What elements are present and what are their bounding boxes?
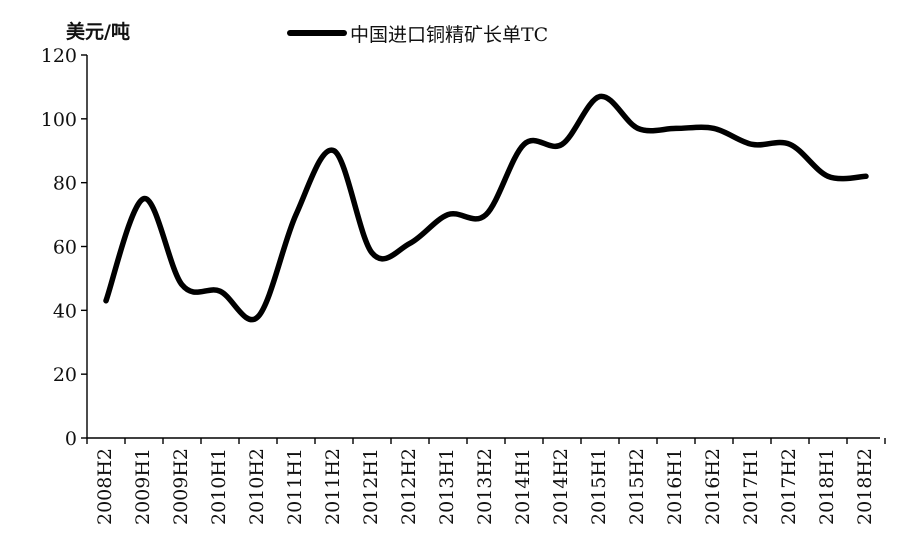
legend-label: 中国进口铜精矿长单TC — [350, 24, 548, 46]
y-tick-label: 40 — [53, 300, 77, 322]
x-tick-labels: 2008H2 2009H1 2009H2 2010H1 2010H2 2011H1 2011… — [94, 448, 876, 525]
x-tick-label: 2015H1 — [588, 448, 610, 525]
x-tick-label: 2017H2 — [778, 448, 800, 525]
x-tick-label: 2009H2 — [170, 448, 192, 525]
x-tick-label: 2013H2 — [474, 448, 496, 525]
legend: 中国进口铜精矿长单TC — [287, 24, 548, 46]
series-lines — [103, 93, 869, 323]
x-tick-label: 2014H2 — [550, 448, 572, 525]
y-tick-label: 120 — [41, 45, 77, 67]
y-tick-label: 100 — [41, 109, 77, 131]
y-tick-labels: 0 20 40 60 80 100 120 — [41, 45, 77, 450]
axes — [81, 54, 886, 444]
x-tick-label: 2014H1 — [512, 448, 534, 525]
x-tick-label: 2012H1 — [360, 448, 382, 525]
y-tick-label: 80 — [53, 173, 77, 195]
x-tick-label: 2018H1 — [816, 448, 838, 525]
x-tick-label: 2016H1 — [664, 448, 686, 525]
x-tick-label: 2009H1 — [132, 448, 154, 525]
x-tick-label: 2016H2 — [702, 448, 724, 525]
x-tick-label: 2011H2 — [322, 448, 344, 525]
x-tick-label: 2010H2 — [246, 448, 268, 525]
x-tick-label: 2010H1 — [208, 448, 230, 525]
y-axis-unit-label: 美元/吨 — [66, 20, 130, 43]
y-tick-label: 20 — [53, 364, 77, 386]
x-tick-label: 2013H1 — [436, 448, 458, 525]
x-tick-label: 2008H2 — [94, 448, 116, 525]
x-tick-label: 2011H1 — [284, 448, 306, 525]
y-tick-label: 0 — [65, 428, 77, 450]
x-tick-label: 2017H1 — [740, 448, 762, 525]
x-tick-label: 2015H2 — [626, 448, 648, 525]
x-tick-label: 2018H2 — [854, 448, 876, 525]
series-line — [103, 93, 869, 323]
x-tick-label: 2012H2 — [398, 448, 420, 525]
y-tick-label: 60 — [53, 237, 77, 259]
